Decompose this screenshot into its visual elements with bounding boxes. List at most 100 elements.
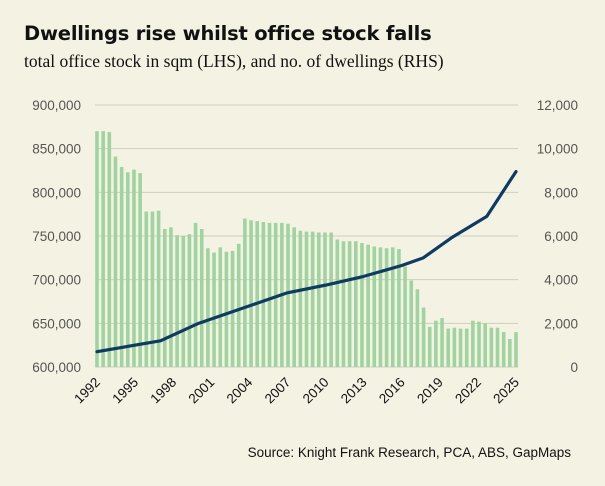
office-stock-bar xyxy=(218,247,223,367)
office-stock-bar xyxy=(243,218,247,367)
dwellings-line xyxy=(95,169,518,354)
office-stock-bar xyxy=(273,222,278,367)
office-stock-bar xyxy=(329,232,333,367)
office-stock-bar xyxy=(341,241,346,367)
x-axis-tick-label: 2010 xyxy=(300,375,332,407)
left-axis-tick-label: 600,000 xyxy=(32,360,81,375)
office-stock-bar xyxy=(415,289,420,367)
office-stock-bar xyxy=(156,210,161,367)
office-stock-bar xyxy=(397,249,401,367)
right-axis-tick-label: 4,000 xyxy=(544,273,578,288)
office-stock-bar xyxy=(224,251,229,367)
office-stock-bar xyxy=(421,307,426,367)
office-stock-bar xyxy=(409,280,414,367)
x-axis-tick-label: 2019 xyxy=(414,375,446,407)
chart-title: Dwellings rise whilst office stock falls xyxy=(24,22,432,45)
left-axis-tick-label: 900,000 xyxy=(32,98,81,113)
office-stock-bar xyxy=(304,231,309,367)
x-axis-ticks: 1992 1995 1998 2001 2004 2007 2010 2013 2016 2019… xyxy=(71,374,522,406)
office-stock-bar xyxy=(236,243,241,367)
office-stock-bar xyxy=(464,328,469,367)
office-stock-bar xyxy=(440,318,444,367)
office-stock-bar xyxy=(310,231,315,367)
right-axis-tick-label: 2,000 xyxy=(544,316,578,331)
office-stock-bars xyxy=(95,131,518,367)
office-stock-bar xyxy=(347,241,352,367)
office-stock-bar xyxy=(403,266,407,367)
office-stock-bar xyxy=(101,131,105,367)
office-stock-bar xyxy=(384,248,389,367)
chart-subtitle: total office stock in sqm (LHS), and no.… xyxy=(24,51,444,71)
dwellings-line-group xyxy=(95,169,518,354)
x-axis-tick-label: 2007 xyxy=(262,375,294,407)
source-note: Source: Knight Frank Research, PCA, ABS,… xyxy=(247,445,571,460)
office-stock-bar xyxy=(495,327,500,367)
right-axis-tick-label: 8,000 xyxy=(544,185,578,200)
office-stock-bar xyxy=(107,132,112,367)
office-stock-bar xyxy=(138,173,142,367)
right-axis-ticks: 0 2,000 4,000 6,000 8,000 10,000 12,000 xyxy=(537,98,578,375)
left-axis-tick-label: 700,000 xyxy=(32,273,81,288)
office-stock-bar xyxy=(335,239,340,367)
office-stock-bar xyxy=(144,211,149,367)
office-stock-bar xyxy=(471,320,475,367)
office-stock-bar xyxy=(230,250,235,367)
office-stock-bar xyxy=(508,339,512,367)
office-stock-bar xyxy=(452,327,457,367)
x-axis-tick-label: 2025 xyxy=(490,375,522,407)
office-stock-bar xyxy=(206,248,210,367)
left-axis-tick-label: 650,000 xyxy=(32,316,81,331)
office-stock-bar xyxy=(162,229,167,367)
right-axis-tick-label: 10,000 xyxy=(537,142,578,157)
office-stock-bar xyxy=(119,167,124,367)
office-stock-bar xyxy=(372,246,377,367)
office-stock-bar xyxy=(477,321,481,367)
office-stock-bar xyxy=(366,244,370,367)
office-stock-bar xyxy=(317,232,321,367)
office-stock-bar xyxy=(181,236,186,367)
office-stock-bar xyxy=(378,247,383,367)
office-stock-bar xyxy=(212,252,216,367)
office-stock-bar xyxy=(150,211,155,367)
office-stock-bar xyxy=(261,222,266,367)
x-axis-tick-label: 1998 xyxy=(147,375,179,407)
left-axis-tick-label: 850,000 xyxy=(32,142,81,157)
office-stock-bar xyxy=(298,230,303,367)
x-axis-tick-label: 2022 xyxy=(452,375,484,407)
office-stock-bar xyxy=(390,247,395,367)
office-stock-bar xyxy=(446,328,450,367)
x-axis-tick-label: 1995 xyxy=(109,375,141,407)
office-stock-bar xyxy=(323,232,327,367)
office-stock-bar xyxy=(95,131,99,367)
x-axis-tick-label: 2016 xyxy=(376,375,408,407)
office-stock-bar xyxy=(354,241,358,367)
left-axis-tick-label: 800,000 xyxy=(32,185,81,200)
office-stock-bar xyxy=(126,172,130,367)
left-axis-ticks: 600,000 650,000 700,000 750,000 800,000 850,0… xyxy=(32,98,81,375)
office-stock-bar xyxy=(292,227,296,367)
office-stock-bar xyxy=(199,229,204,367)
office-stock-bar xyxy=(267,222,272,367)
office-stock-bar xyxy=(489,327,494,367)
office-stock-bar xyxy=(175,235,179,367)
x-axis-tick-label: 2004 xyxy=(224,374,256,406)
office-stock-bar xyxy=(458,328,463,367)
office-stock-bar xyxy=(255,221,259,367)
right-axis-tick-label: 0 xyxy=(570,360,578,375)
left-axis-tick-label: 750,000 xyxy=(32,229,81,244)
office-stock-bar xyxy=(113,156,118,367)
office-stock-bar xyxy=(169,227,173,367)
right-axis-tick-label: 12,000 xyxy=(537,98,578,113)
office-stock-bar xyxy=(427,326,432,367)
right-axis-tick-label: 6,000 xyxy=(544,229,578,244)
office-stock-bar xyxy=(360,242,364,367)
x-axis-tick-label: 2001 xyxy=(186,375,218,407)
office-stock-bar xyxy=(501,332,506,367)
office-stock-bar xyxy=(483,323,487,367)
office-stock-bar xyxy=(249,220,253,367)
office-stock-bar xyxy=(187,234,192,367)
x-axis-tick-label: 1992 xyxy=(71,375,103,407)
x-axis-tick-label: 2013 xyxy=(338,375,370,407)
